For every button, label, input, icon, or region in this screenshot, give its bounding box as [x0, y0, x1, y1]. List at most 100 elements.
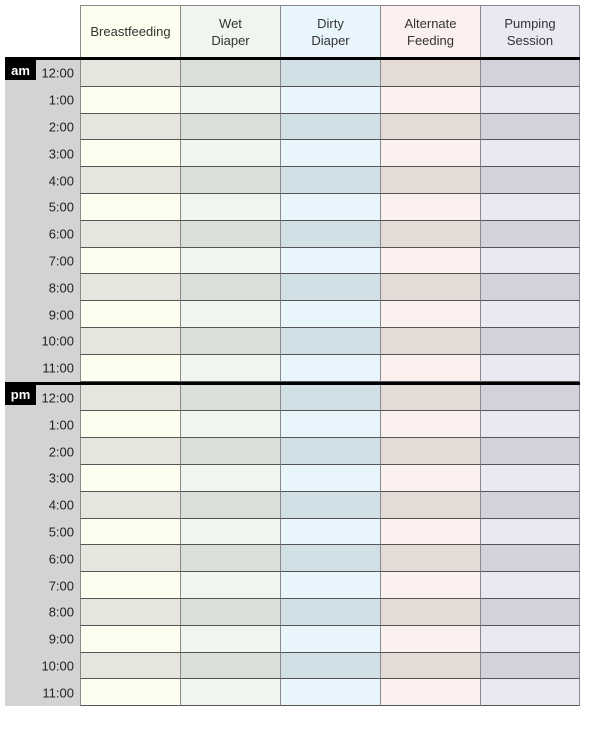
log-cell[interactable] [380, 438, 480, 465]
log-cell[interactable] [380, 652, 480, 680]
log-cell[interactable] [380, 384, 480, 412]
log-cell[interactable] [280, 354, 380, 382]
log-cell[interactable] [80, 167, 180, 194]
log-cell[interactable] [80, 384, 180, 412]
log-cell[interactable] [480, 652, 580, 680]
log-cell[interactable] [180, 247, 280, 275]
log-cell[interactable] [380, 327, 480, 355]
log-cell[interactable] [480, 60, 580, 87]
log-cell[interactable] [80, 464, 180, 492]
log-cell[interactable] [180, 327, 280, 355]
log-cell[interactable] [480, 464, 580, 492]
log-cell[interactable] [180, 167, 280, 194]
log-cell[interactable] [280, 140, 380, 168]
log-cell[interactable] [480, 193, 580, 221]
log-cell[interactable] [480, 86, 580, 114]
log-cell[interactable] [180, 518, 280, 546]
log-cell[interactable] [180, 193, 280, 221]
log-cell[interactable] [280, 679, 380, 707]
log-cell[interactable] [380, 60, 480, 87]
log-cell[interactable] [180, 86, 280, 114]
log-cell[interactable] [280, 167, 380, 194]
log-cell[interactable] [80, 652, 180, 680]
log-cell[interactable] [380, 679, 480, 707]
log-cell[interactable] [380, 572, 480, 599]
log-cell[interactable] [280, 113, 380, 141]
log-cell[interactable] [380, 86, 480, 114]
log-cell[interactable] [180, 354, 280, 382]
log-cell[interactable] [180, 679, 280, 707]
log-cell[interactable] [280, 384, 380, 412]
log-cell[interactable] [80, 193, 180, 221]
log-cell[interactable] [180, 384, 280, 412]
log-cell[interactable] [80, 679, 180, 707]
log-cell[interactable] [380, 518, 480, 546]
log-cell[interactable] [280, 301, 380, 328]
log-cell[interactable] [280, 572, 380, 599]
log-cell[interactable] [480, 140, 580, 168]
log-cell[interactable] [380, 247, 480, 275]
log-cell[interactable] [80, 327, 180, 355]
log-cell[interactable] [480, 572, 580, 599]
log-cell[interactable] [280, 464, 380, 492]
log-cell[interactable] [480, 274, 580, 302]
log-cell[interactable] [80, 60, 180, 87]
log-cell[interactable] [280, 327, 380, 355]
log-cell[interactable] [180, 60, 280, 87]
log-cell[interactable] [180, 274, 280, 302]
log-cell[interactable] [280, 438, 380, 465]
log-cell[interactable] [480, 301, 580, 328]
log-cell[interactable] [280, 274, 380, 302]
log-cell[interactable] [180, 411, 280, 439]
log-cell[interactable] [480, 247, 580, 275]
log-cell[interactable] [280, 220, 380, 248]
log-cell[interactable] [380, 274, 480, 302]
log-cell[interactable] [480, 220, 580, 248]
log-cell[interactable] [80, 625, 180, 653]
log-cell[interactable] [80, 598, 180, 626]
log-cell[interactable] [380, 411, 480, 439]
log-cell[interactable] [180, 464, 280, 492]
log-cell[interactable] [280, 491, 380, 519]
log-cell[interactable] [380, 598, 480, 626]
log-cell[interactable] [480, 167, 580, 194]
log-cell[interactable] [80, 140, 180, 168]
log-cell[interactable] [180, 301, 280, 328]
log-cell[interactable] [480, 491, 580, 519]
log-cell[interactable] [480, 545, 580, 573]
log-cell[interactable] [480, 679, 580, 707]
log-cell[interactable] [280, 518, 380, 546]
log-cell[interactable] [180, 572, 280, 599]
log-cell[interactable] [380, 113, 480, 141]
log-cell[interactable] [80, 86, 180, 114]
log-cell[interactable] [180, 545, 280, 573]
log-cell[interactable] [380, 545, 480, 573]
log-cell[interactable] [280, 411, 380, 439]
log-cell[interactable] [80, 274, 180, 302]
log-cell[interactable] [80, 545, 180, 573]
log-cell[interactable] [180, 491, 280, 519]
log-cell[interactable] [80, 411, 180, 439]
log-cell[interactable] [80, 572, 180, 599]
log-cell[interactable] [80, 518, 180, 546]
log-cell[interactable] [180, 652, 280, 680]
log-cell[interactable] [80, 354, 180, 382]
log-cell[interactable] [380, 193, 480, 221]
log-cell[interactable] [380, 140, 480, 168]
log-cell[interactable] [480, 384, 580, 412]
log-cell[interactable] [280, 193, 380, 221]
log-cell[interactable] [480, 327, 580, 355]
log-cell[interactable] [480, 438, 580, 465]
log-cell[interactable] [380, 167, 480, 194]
log-cell[interactable] [80, 301, 180, 328]
log-cell[interactable] [280, 625, 380, 653]
log-cell[interactable] [280, 86, 380, 114]
log-cell[interactable] [380, 625, 480, 653]
log-cell[interactable] [480, 625, 580, 653]
log-cell[interactable] [80, 113, 180, 141]
log-cell[interactable] [180, 438, 280, 465]
log-cell[interactable] [480, 354, 580, 382]
log-cell[interactable] [280, 598, 380, 626]
log-cell[interactable] [480, 598, 580, 626]
log-cell[interactable] [80, 220, 180, 248]
